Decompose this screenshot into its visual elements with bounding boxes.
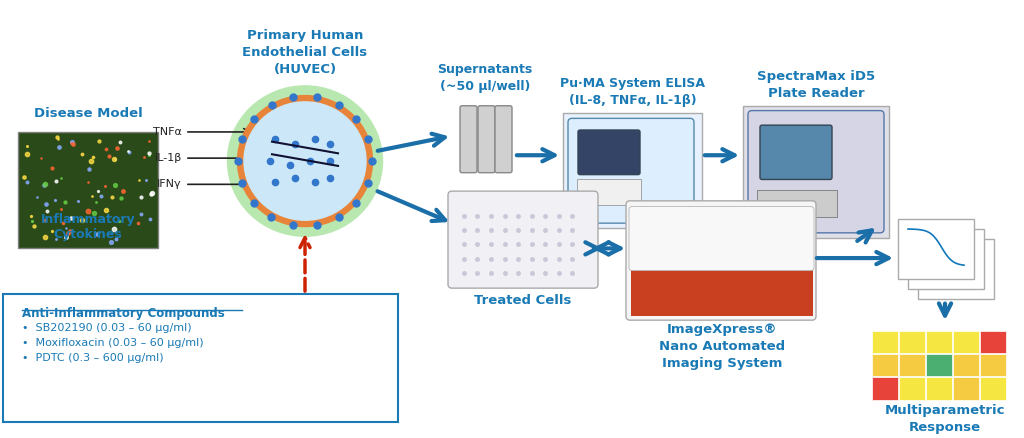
FancyBboxPatch shape — [953, 331, 979, 353]
FancyBboxPatch shape — [568, 118, 694, 223]
Text: Disease Model: Disease Model — [34, 107, 142, 120]
Text: IFNγ: IFNγ — [158, 179, 182, 189]
FancyBboxPatch shape — [578, 130, 640, 175]
Text: SpectraMax iD5
Plate Reader: SpectraMax iD5 Plate Reader — [757, 70, 876, 100]
Text: Supernatants
(~50 μl/well): Supernatants (~50 μl/well) — [437, 63, 532, 93]
FancyBboxPatch shape — [898, 219, 974, 279]
FancyBboxPatch shape — [631, 266, 813, 316]
FancyBboxPatch shape — [577, 180, 641, 205]
Text: •  SB202190 (0.03 – 60 μg/ml)
•  Moxifloxacin (0.03 – 60 μg/ml)
•  PDTC (0.3 – 6: • SB202190 (0.03 – 60 μg/ml) • Moxifloxa… — [22, 323, 204, 363]
Text: ImageXpress®
Nano Automated
Imaging System: ImageXpress® Nano Automated Imaging Syst… — [658, 323, 785, 370]
FancyBboxPatch shape — [899, 354, 925, 376]
FancyBboxPatch shape — [743, 106, 889, 238]
FancyBboxPatch shape — [3, 294, 398, 422]
FancyBboxPatch shape — [748, 111, 884, 233]
FancyBboxPatch shape — [478, 106, 495, 173]
Ellipse shape — [238, 95, 373, 226]
FancyBboxPatch shape — [757, 190, 837, 217]
FancyBboxPatch shape — [872, 378, 898, 400]
FancyBboxPatch shape — [447, 191, 598, 288]
FancyBboxPatch shape — [899, 331, 925, 353]
FancyBboxPatch shape — [926, 378, 952, 400]
FancyBboxPatch shape — [460, 106, 477, 173]
Text: IL-1β: IL-1β — [155, 153, 182, 163]
FancyBboxPatch shape — [908, 229, 984, 289]
FancyBboxPatch shape — [926, 354, 952, 376]
FancyBboxPatch shape — [918, 239, 994, 299]
Text: Pu·MA System ELISA
(IL-8, TNFα, IL-1β): Pu·MA System ELISA (IL-8, TNFα, IL-1β) — [560, 77, 706, 107]
FancyBboxPatch shape — [980, 378, 1006, 400]
FancyBboxPatch shape — [18, 132, 158, 248]
FancyBboxPatch shape — [495, 106, 512, 173]
Text: Primary Human
Endothelial Cells
(HUVEC): Primary Human Endothelial Cells (HUVEC) — [243, 28, 368, 76]
FancyBboxPatch shape — [563, 113, 702, 228]
Text: Inflammatory
Cytokines: Inflammatory Cytokines — [41, 213, 135, 241]
FancyBboxPatch shape — [872, 331, 898, 353]
FancyBboxPatch shape — [760, 125, 831, 180]
Ellipse shape — [244, 102, 366, 220]
FancyBboxPatch shape — [626, 201, 816, 320]
FancyBboxPatch shape — [953, 378, 979, 400]
Text: TNFα: TNFα — [154, 127, 182, 137]
FancyBboxPatch shape — [872, 354, 898, 376]
Ellipse shape — [227, 86, 383, 236]
FancyBboxPatch shape — [926, 331, 952, 353]
FancyBboxPatch shape — [953, 354, 979, 376]
FancyBboxPatch shape — [980, 331, 1006, 353]
FancyBboxPatch shape — [899, 378, 925, 400]
FancyBboxPatch shape — [980, 354, 1006, 376]
Text: Anti-Inflammatory Compounds: Anti-Inflammatory Compounds — [22, 307, 224, 320]
Text: Treated Cells: Treated Cells — [474, 294, 571, 307]
FancyBboxPatch shape — [629, 207, 814, 271]
Text: Multiparametric
Response: Multiparametric Response — [885, 403, 1006, 434]
